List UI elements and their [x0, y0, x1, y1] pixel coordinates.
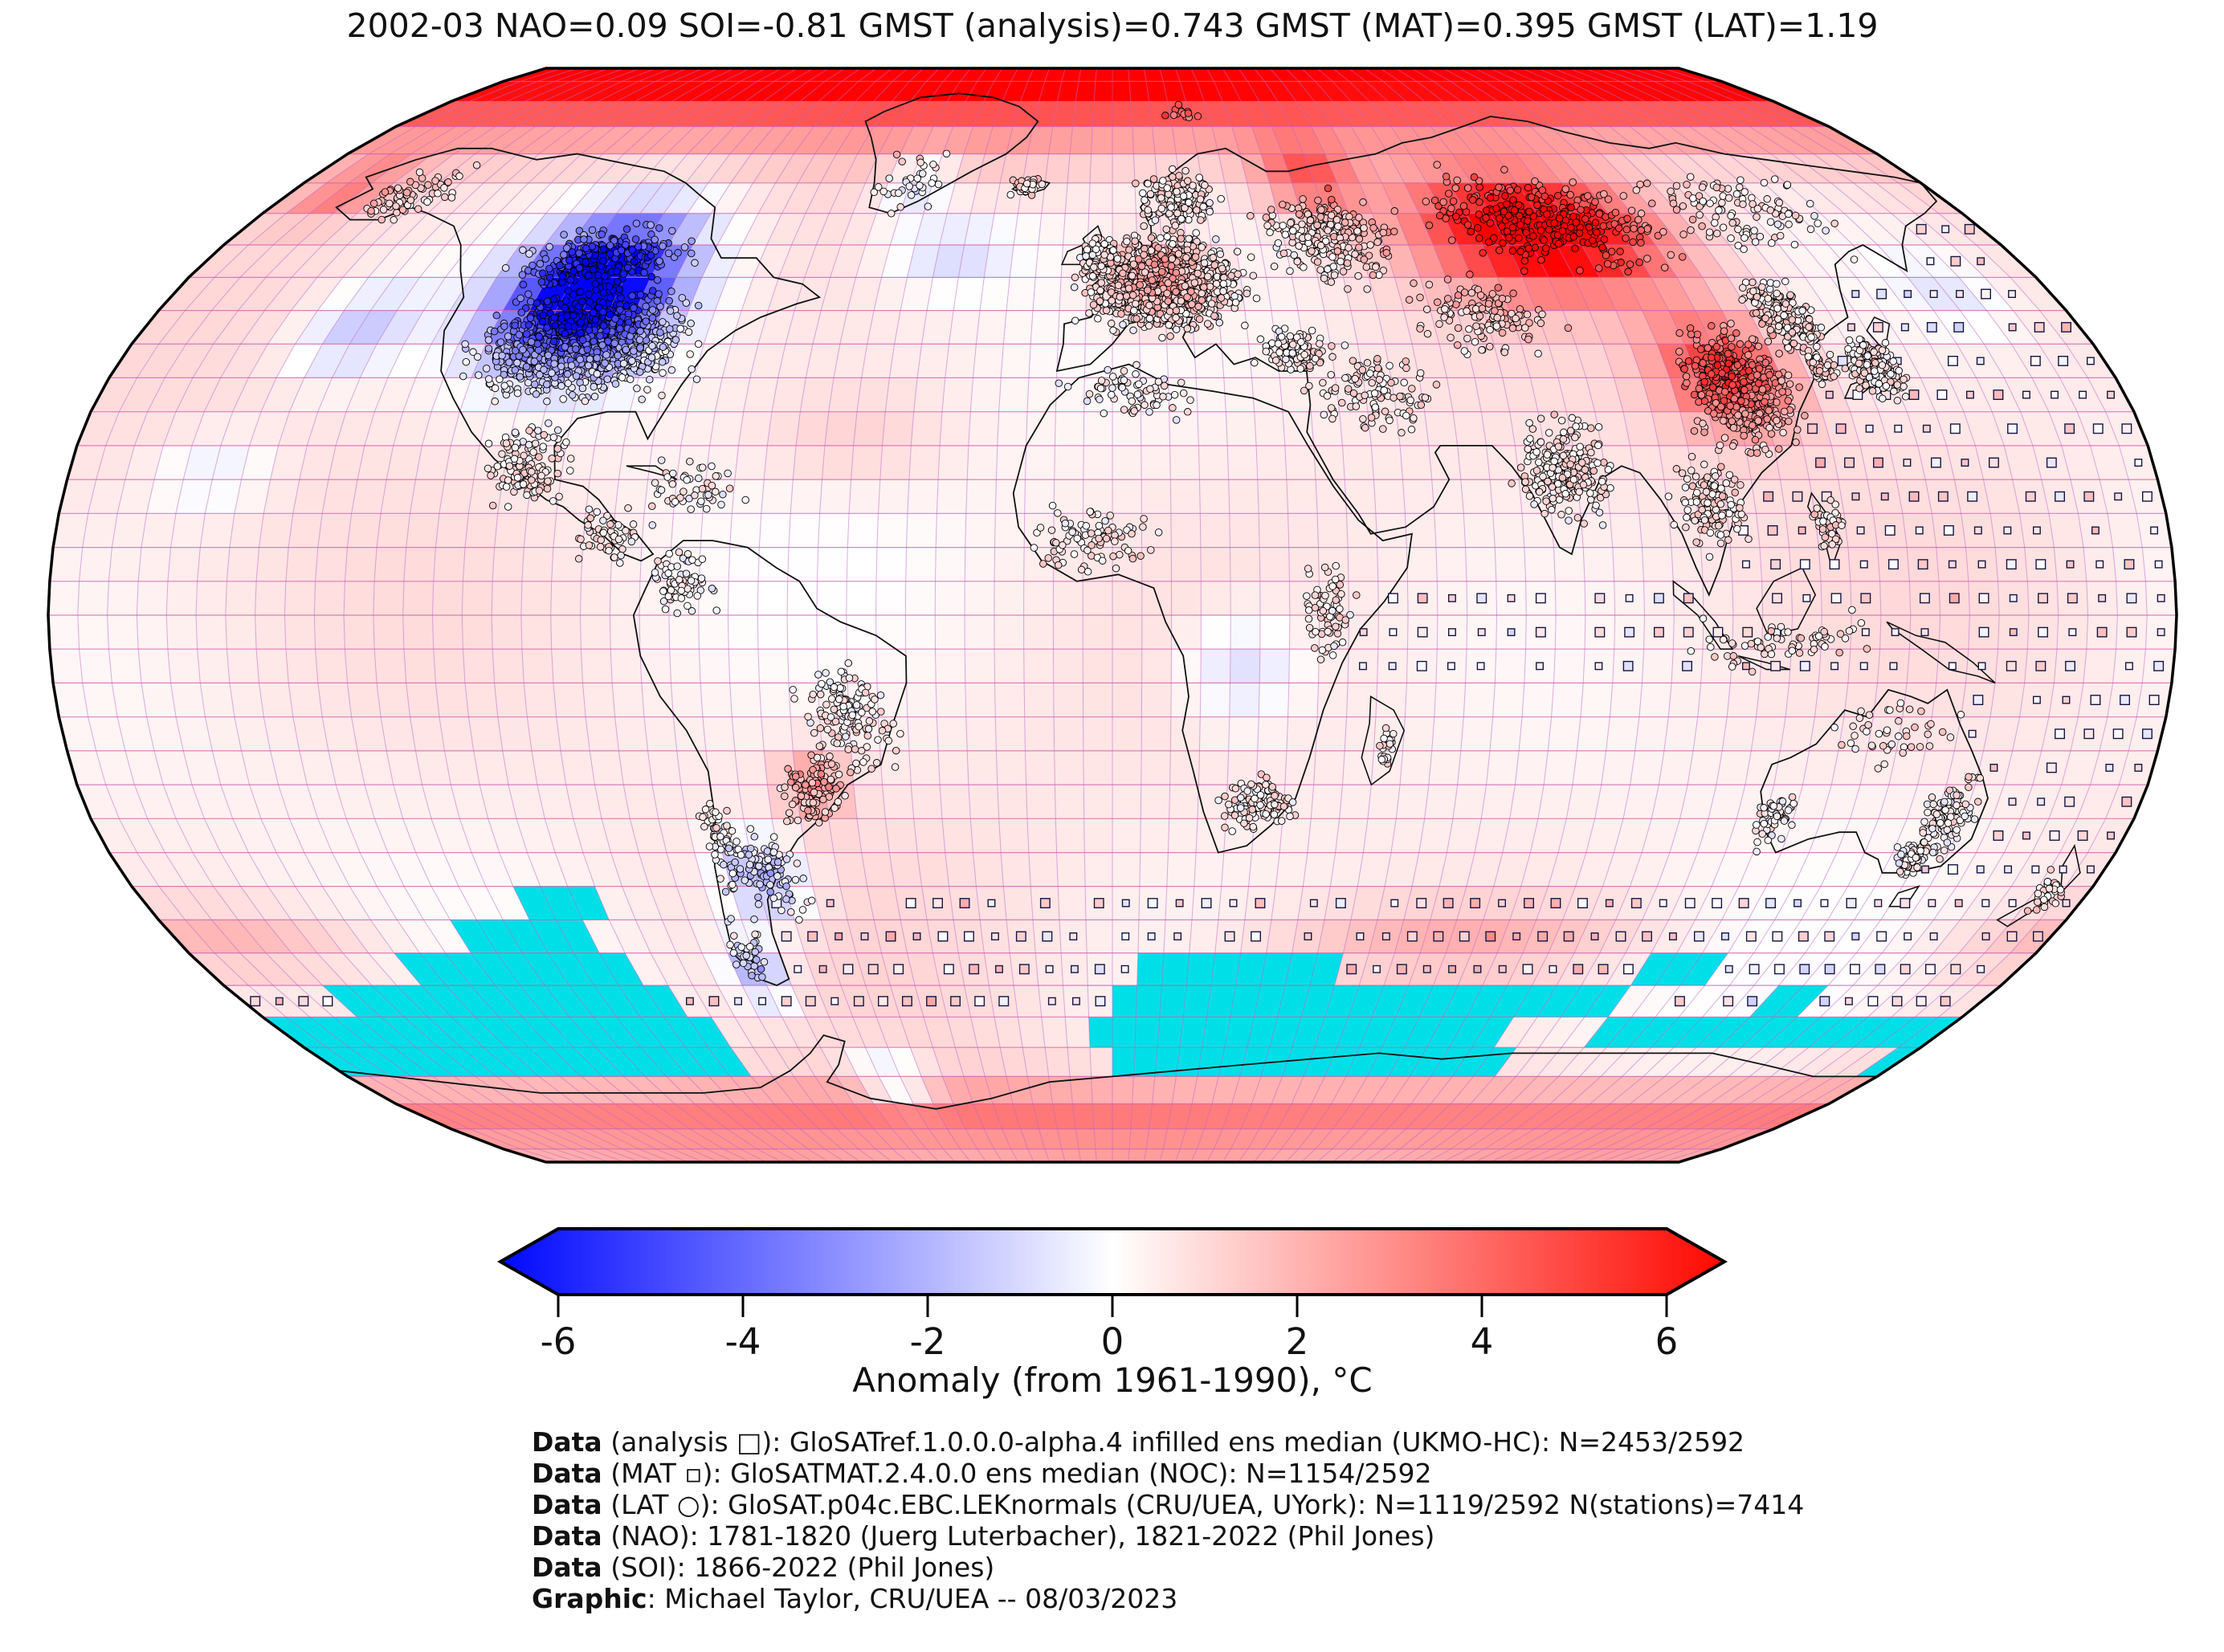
caption-text: (analysis □): GloSATref.1.0.0.0-alpha.4 …: [602, 1426, 1745, 1458]
colorbar: -6 -4 -2 0 2 4 6 Anomaly (from 1961-1990), °C: [496, 1227, 1728, 1400]
colorbar-tick-label: -6: [541, 1320, 577, 1363]
caption-label: Data: [532, 1520, 602, 1552]
caption-text: (SOI): 1866-2022 (Phil Jones): [602, 1552, 995, 1583]
caption-line: Data (MAT ▫): GloSATMAT.2.4.0.0 ens medi…: [532, 1458, 1431, 1489]
caption-label: Data: [532, 1426, 602, 1458]
colorbar-tick-label: -2: [910, 1320, 946, 1363]
caption-label: Data: [532, 1489, 602, 1520]
station-markers: [363, 100, 2065, 982]
caption-line: Data (NAO): 1781-1820 (Juerg Luterbacher…: [532, 1520, 1434, 1552]
colorbar-ticks: -6 -4 -2 0 2 4 6: [541, 1295, 1679, 1363]
colorbar-label: Anomaly (from 1961-1990), °C: [852, 1360, 1372, 1400]
colorbar-tick-label: 4: [1471, 1320, 1494, 1363]
colorbar-tick-label: -4: [725, 1320, 761, 1363]
colorbar-bar: [496, 1227, 1728, 1296]
grid-cells: [48, 68, 2177, 1162]
caption-label: Data: [532, 1458, 602, 1489]
caption-line: Data (SOI): 1866-2022 (Phil Jones): [532, 1552, 994, 1583]
caption-text: (MAT ▫): GloSATMAT.2.4.0.0 ens median (N…: [602, 1458, 1432, 1489]
colorbar-tick-label: 2: [1286, 1320, 1309, 1363]
colorbar-tick-label: 6: [1655, 1320, 1679, 1363]
caption-label: Graphic: [532, 1583, 647, 1614]
ocean-cell-markers: [250, 223, 2165, 1007]
caption-block: Data (analysis □): GloSATref.1.0.0.0-alp…: [532, 1426, 1804, 1614]
world-map: [47, 67, 2178, 1164]
coastlines: [335, 92, 2081, 1110]
caption-line: Data (LAT ○): GloSAT.p04c.EBC.LEKnormals…: [532, 1489, 1804, 1520]
colorbar-tick-label: 0: [1101, 1320, 1124, 1363]
caption-text: (NAO): 1781-1820 (Juerg Luterbacher), 18…: [602, 1520, 1435, 1552]
caption-line: Data (analysis □): GloSATref.1.0.0.0-alp…: [532, 1426, 1745, 1458]
caption-line: Graphic: Michael Taylor, CRU/UEA -- 08/0…: [532, 1583, 1177, 1614]
caption-text: (LAT ○): GloSAT.p04c.EBC.LEKnormals (CRU…: [602, 1489, 1805, 1520]
caption-label: Data: [532, 1552, 602, 1583]
figure-title: 2002-03 NAO=0.09 SOI=-0.81 GMST (analysi…: [346, 6, 1878, 45]
caption-text: : Michael Taylor, CRU/UEA -- 08/03/2023: [647, 1583, 1178, 1614]
map-outline: [47, 67, 2178, 1164]
